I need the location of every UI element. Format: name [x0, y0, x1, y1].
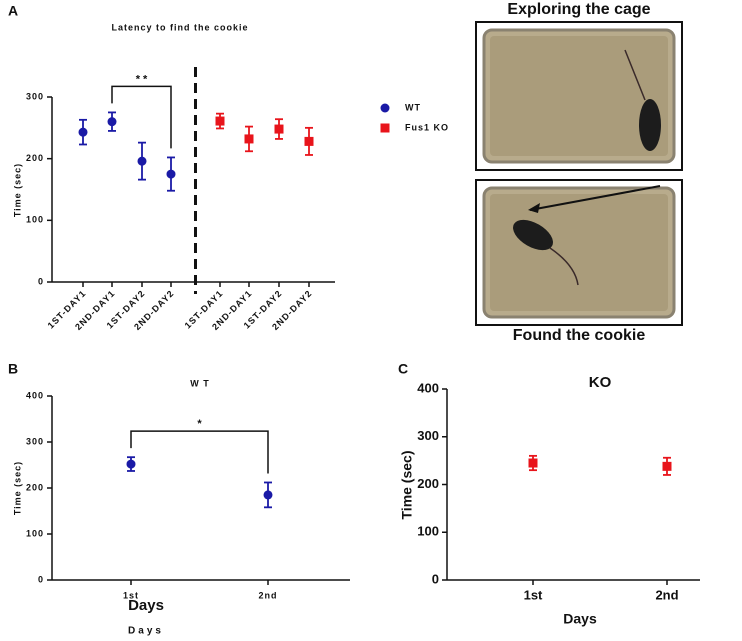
significance-bracket — [130, 430, 269, 474]
y-tick-label: 300 — [417, 428, 439, 443]
photo-caption: Exploring the cage — [507, 1, 650, 18]
marker — [215, 116, 225, 126]
y-tick-label: 0 — [432, 571, 439, 586]
x-tick-label: 2nd — [258, 590, 277, 600]
photo-top — [475, 21, 683, 171]
y-tick-label: 400 — [26, 390, 44, 400]
marker — [263, 490, 273, 500]
significance-label: * — [197, 418, 202, 430]
y-tick-label: 200 — [26, 482, 44, 492]
significance-label: * * — [136, 73, 148, 85]
marker — [662, 461, 672, 471]
y-tick-label: 100 — [26, 215, 44, 225]
y-tick-label: 0 — [38, 276, 44, 286]
marker — [528, 458, 538, 468]
marker — [137, 156, 147, 166]
marker — [107, 117, 117, 127]
y-tick-label: 200 — [417, 476, 439, 491]
x-tick-label: 1st — [524, 587, 543, 602]
x-axis-label: Days — [563, 611, 597, 627]
marker — [304, 136, 314, 146]
significance-bracket — [111, 85, 172, 149]
marker — [166, 169, 176, 179]
y-axis-label: Time (sec) — [12, 461, 22, 515]
chart-title: W T — [190, 378, 210, 388]
marker — [380, 123, 390, 133]
y-tick-label: 400 — [417, 380, 439, 395]
x-tick-label: 1st — [123, 590, 139, 600]
chart-title: KO — [589, 374, 612, 391]
y-tick-label: 200 — [26, 153, 44, 163]
panel-label: A — [8, 3, 18, 19]
x-axis-label: Days — [128, 597, 164, 614]
panel-label: C — [398, 361, 408, 377]
marker — [244, 134, 254, 144]
legend-label: Fus1 KO — [405, 122, 449, 132]
marker — [274, 124, 284, 134]
marker — [126, 459, 136, 469]
y-axis-label: Time (sec) — [12, 163, 22, 217]
chart-title: Latency to find the cookie — [111, 22, 248, 32]
photo-caption: Found the cookie — [513, 327, 646, 344]
panel-label: B — [8, 361, 18, 377]
y-axis-label: Time (sec) — [399, 451, 415, 520]
y-tick-label: 100 — [26, 528, 44, 538]
y-tick-label: 300 — [26, 436, 44, 446]
x-tick-label: 2nd — [655, 587, 678, 602]
y-tick-label: 300 — [26, 91, 44, 101]
marker — [78, 127, 88, 137]
marker — [380, 103, 390, 113]
photo-bottom — [475, 179, 683, 326]
x-axis-label: Days — [128, 626, 164, 637]
y-tick-label: 0 — [38, 574, 44, 584]
y-tick-label: 100 — [417, 524, 439, 539]
legend-label: WT — [405, 102, 421, 112]
